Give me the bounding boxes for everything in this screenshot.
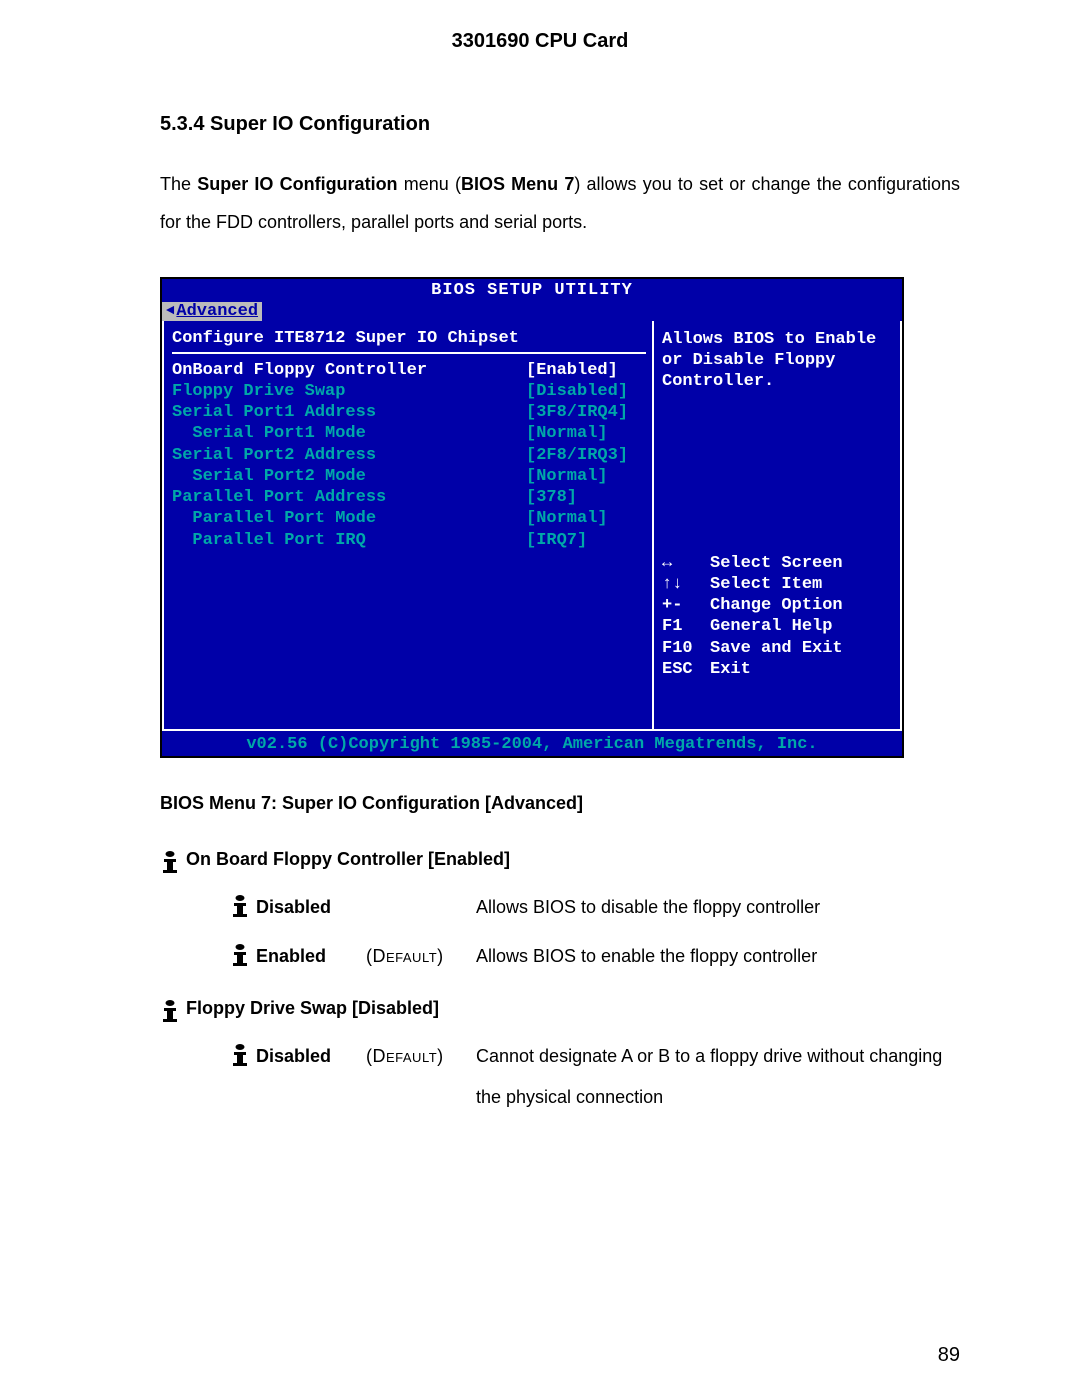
bios-key-row: ↑↓Select Item bbox=[662, 574, 892, 595]
bios-tab-label: Advanced bbox=[176, 302, 258, 321]
option-heading: On Board Floppy Controller [Enabled] bbox=[160, 849, 960, 875]
option-heading: Floppy Drive Swap [Disabled] bbox=[160, 998, 960, 1024]
bios-key-row: F1General Help bbox=[662, 616, 892, 637]
body-bold: BIOS Menu 7 bbox=[461, 174, 574, 194]
bios-key: F10 bbox=[662, 638, 710, 659]
bios-key-row: ESCExit bbox=[662, 659, 892, 680]
bios-setting-label: Floppy Drive Swap bbox=[172, 381, 526, 402]
info-icon bbox=[230, 1042, 256, 1068]
option-value-row: Disabled Allows BIOS to disable the flopp… bbox=[230, 887, 960, 928]
figure-caption: BIOS Menu 7: Super IO Configuration [Adv… bbox=[160, 793, 960, 814]
bios-tab-bar: ◄Advanced bbox=[162, 302, 902, 321]
bios-setting-row[interactable]: Serial Port2 Address[2F8/IRQ3] bbox=[172, 445, 646, 466]
bios-setting-value: [Normal] bbox=[526, 466, 646, 487]
bios-help-line: Controller. bbox=[662, 371, 892, 392]
bios-key-desc: Select Screen bbox=[710, 553, 843, 574]
bios-footer: v02.56 (C)Copyright 1985-2004, American … bbox=[162, 731, 902, 756]
bios-setting-value: [Enabled] bbox=[526, 360, 646, 381]
section-heading: 5.3.4 Super IO Configuration bbox=[160, 113, 960, 136]
doc-header-title: 3301690 CPU Card bbox=[120, 30, 960, 53]
body-text: menu ( bbox=[398, 174, 461, 194]
bios-help-line: Allows BIOS to Enable bbox=[662, 329, 892, 350]
bios-key-row: ↔Select Screen bbox=[662, 553, 892, 574]
option-heading-text: Floppy Drive Swap [Disabled] bbox=[186, 998, 439, 1019]
page-number: 89 bbox=[938, 1344, 960, 1367]
bios-screenshot: BIOS SETUP UTILITY ◄Advanced Configure I… bbox=[160, 277, 904, 758]
bios-key-legend: ↔Select Screen↑↓Select Item+-Change Opti… bbox=[662, 553, 892, 681]
bios-key-row: F10Save and Exit bbox=[662, 638, 892, 659]
info-icon bbox=[160, 998, 186, 1024]
bios-key-row: +-Change Option bbox=[662, 595, 892, 616]
bios-setting-row[interactable]: Serial Port2 Mode[Normal] bbox=[172, 466, 646, 487]
bios-setting-row[interactable]: Serial Port1 Mode[Normal] bbox=[172, 423, 646, 444]
bios-key: F1 bbox=[662, 616, 710, 637]
chevron-left-icon: ◄ bbox=[166, 303, 174, 319]
bios-help-text: Allows BIOS to Enableor Disable FloppyCo… bbox=[662, 329, 892, 549]
bios-tab-advanced[interactable]: ◄Advanced bbox=[162, 302, 262, 321]
option-value-desc: Cannot designate A or B to a floppy driv… bbox=[476, 1036, 960, 1119]
bios-spacer bbox=[662, 680, 892, 720]
bios-setting-value: [378] bbox=[526, 487, 646, 508]
bios-setting-value: [Disabled] bbox=[526, 381, 646, 402]
options-section: On Board Floppy Controller [Enabled] Disa… bbox=[160, 849, 960, 1119]
bios-setting-row[interactable]: Parallel Port Mode[Normal] bbox=[172, 508, 646, 529]
section-body: The Super IO Configuration menu (BIOS Me… bbox=[160, 166, 960, 242]
option-value-row: Disabled(Default)Cannot designate A or B… bbox=[230, 1036, 960, 1119]
bios-settings-list: OnBoard Floppy Controller[Enabled]Floppy… bbox=[172, 360, 646, 551]
bios-title: BIOS SETUP UTILITY bbox=[162, 279, 902, 302]
bios-setting-row[interactable]: Serial Port1 Address[3F8/IRQ4] bbox=[172, 402, 646, 423]
bios-spacer bbox=[172, 551, 646, 721]
option-value-name: Disabled bbox=[256, 887, 366, 928]
bios-setting-label: Parallel Port IRQ bbox=[172, 530, 526, 551]
bios-left-panel: Configure ITE8712 Super IO Chipset OnBoa… bbox=[164, 321, 652, 729]
body-bold: Super IO Configuration bbox=[197, 174, 397, 194]
bios-setting-row[interactable]: Parallel Port Address[378] bbox=[172, 487, 646, 508]
bios-setting-value: [3F8/IRQ4] bbox=[526, 402, 646, 423]
bios-setting-label: Serial Port2 Mode bbox=[172, 466, 526, 487]
bios-setting-row[interactable]: Parallel Port IRQ[IRQ7] bbox=[172, 530, 646, 551]
bios-key-desc: General Help bbox=[710, 616, 832, 637]
bios-setting-label: OnBoard Floppy Controller bbox=[172, 360, 526, 381]
document-page: 3301690 CPU Card 5.3.4 Super IO Configur… bbox=[0, 0, 1080, 1397]
option-heading-text: On Board Floppy Controller [Enabled] bbox=[186, 849, 510, 870]
info-icon bbox=[230, 893, 256, 919]
bios-setting-value: [2F8/IRQ3] bbox=[526, 445, 646, 466]
bios-help-line: or Disable Floppy bbox=[662, 350, 892, 371]
option-value-name: Enabled bbox=[256, 936, 366, 977]
bios-key: +- bbox=[662, 595, 710, 616]
bios-key-desc: Save and Exit bbox=[710, 638, 843, 659]
bios-setting-label: Serial Port1 Mode bbox=[172, 423, 526, 444]
bios-key: ↔ bbox=[662, 553, 710, 574]
option-value-desc: Allows BIOS to disable the floppy contro… bbox=[476, 887, 960, 928]
option-value-desc: Allows BIOS to enable the floppy control… bbox=[476, 936, 960, 977]
bios-setting-value: [IRQ7] bbox=[526, 530, 646, 551]
option-value-row: Enabled(Default)Allows BIOS to enable th… bbox=[230, 936, 960, 977]
bios-right-panel: Allows BIOS to Enableor Disable FloppyCo… bbox=[652, 321, 900, 729]
bios-setting-label: Parallel Port Address bbox=[172, 487, 526, 508]
body-text: The bbox=[160, 174, 197, 194]
bios-body: Configure ITE8712 Super IO Chipset OnBoa… bbox=[162, 321, 902, 731]
bios-setting-value: [Normal] bbox=[526, 423, 646, 444]
bios-key-desc: Exit bbox=[710, 659, 751, 680]
bios-key-desc: Select Item bbox=[710, 574, 822, 595]
bios-key: ↑↓ bbox=[662, 574, 710, 595]
bios-setting-value: [Normal] bbox=[526, 508, 646, 529]
option-value-name: Disabled bbox=[256, 1036, 366, 1077]
bios-setting-label: Serial Port1 Address bbox=[172, 402, 526, 423]
info-icon bbox=[160, 849, 186, 875]
option-default-tag: (Default) bbox=[366, 936, 476, 977]
bios-key-desc: Change Option bbox=[710, 595, 843, 616]
option-default-tag: (Default) bbox=[366, 1036, 476, 1077]
bios-key: ESC bbox=[662, 659, 710, 680]
bios-setting-row[interactable]: OnBoard Floppy Controller[Enabled] bbox=[172, 360, 646, 381]
bios-config-heading: Configure ITE8712 Super IO Chipset bbox=[172, 329, 646, 354]
info-icon bbox=[230, 942, 256, 968]
bios-setting-row[interactable]: Floppy Drive Swap[Disabled] bbox=[172, 381, 646, 402]
bios-setting-label: Parallel Port Mode bbox=[172, 508, 526, 529]
bios-setting-label: Serial Port2 Address bbox=[172, 445, 526, 466]
